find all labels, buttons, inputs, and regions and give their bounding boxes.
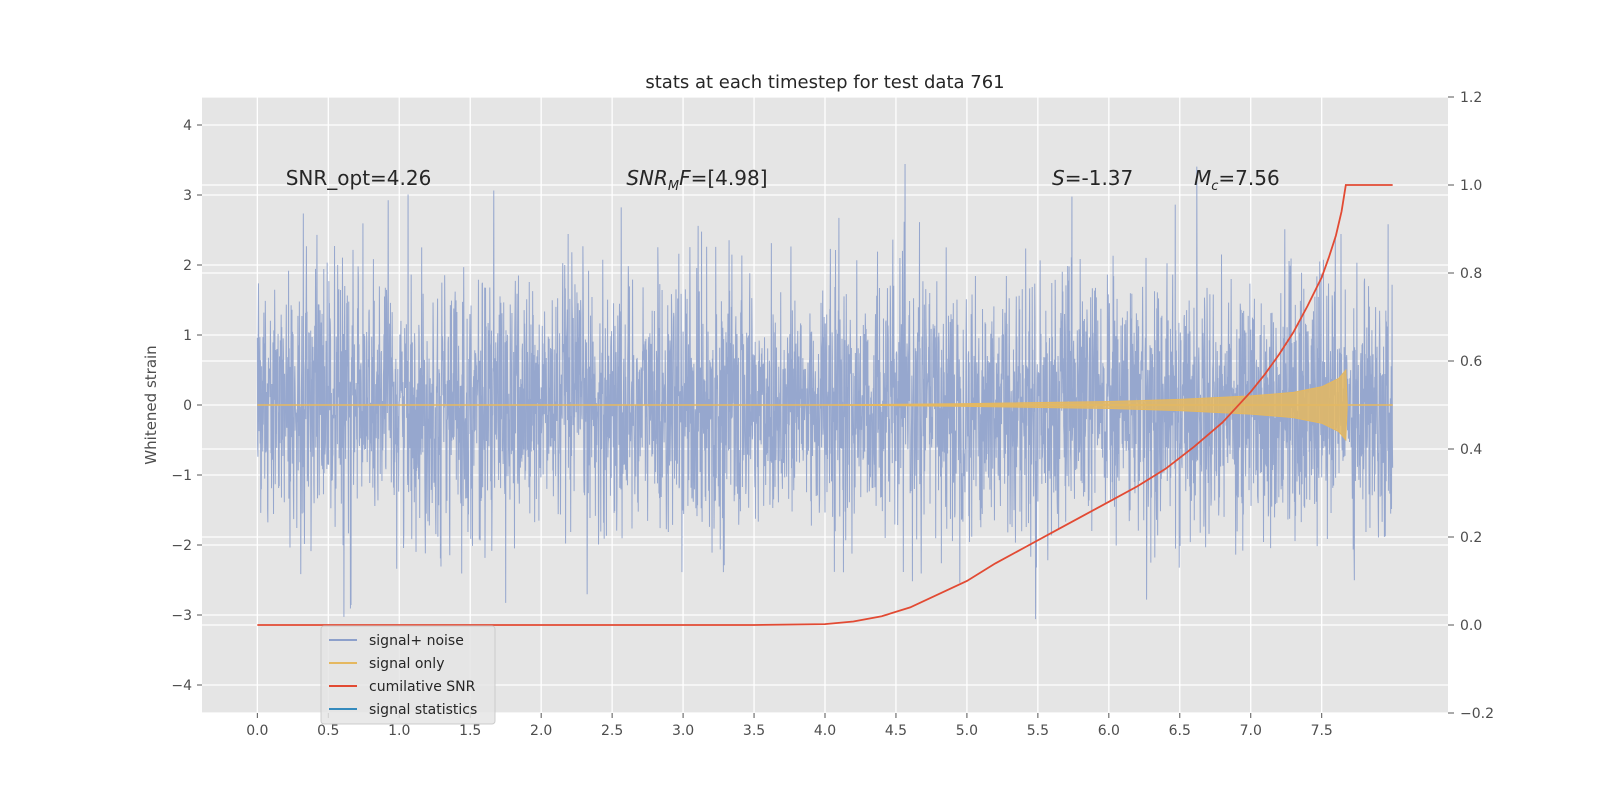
x-tick-label: 4.0: [814, 723, 836, 739]
y-tick-label: −4: [171, 678, 192, 694]
y-tick-label: 2: [183, 258, 192, 274]
y-tick-label: −2: [171, 538, 192, 554]
y-tick-label: 0: [183, 398, 192, 414]
y2-tick-label: 0.0: [1460, 618, 1482, 634]
chart-title: stats at each timestep for test data 761: [645, 72, 1004, 93]
legend-label: signal only: [369, 656, 444, 672]
annotation-text: S=-1.37: [1052, 166, 1133, 190]
y2-tick-label: 0.4: [1460, 442, 1482, 458]
cumulative-snr-series: [257, 184, 1393, 626]
x-tick-label: 7.0: [1240, 723, 1262, 739]
axes: 0.0 0.5 1.0 1.5 2.0 2.5 3.0 3.5 4.0 4.5 5.0 5.5 6.0 6…: [171, 90, 1494, 739]
legend-label: signal+ noise: [369, 633, 464, 649]
annotation-text: SNR_opt=4.26: [286, 166, 432, 190]
y-tick-label: 1: [183, 328, 192, 344]
legend-box: [320, 625, 496, 725]
x-tick-label: 5.5: [1027, 723, 1049, 739]
legend: signal+ noise signal only cumilative SNR si…: [320, 625, 496, 725]
y-tick-label: −3: [171, 608, 192, 624]
x-tick-label: 3.0: [672, 723, 694, 739]
y2-tick-label: 0.2: [1460, 530, 1482, 546]
y-tick-label: 3: [183, 188, 192, 204]
y-tick-label: −1: [171, 468, 192, 484]
y2-tick-label: 0.8: [1460, 266, 1482, 282]
signal-noise-line: [256, 164, 1394, 620]
annotations: SNR_opt=4.26 SNRMF=[4.98] S=-1.37 Mc=7.56: [286, 166, 1280, 194]
x-tick-label: 4.5: [885, 723, 907, 739]
x-tick-label: 7.5: [1311, 723, 1333, 739]
x-tick-label: 6.0: [1098, 723, 1120, 739]
x-tick-label: 2.0: [530, 723, 552, 739]
x-tick-label: 5.0: [956, 723, 978, 739]
annotation-text: SNRMF=[4.98]: [626, 166, 767, 194]
y2-tick-label: 0.6: [1460, 354, 1482, 370]
y2-tick-label: 1.0: [1460, 178, 1482, 194]
x-tick-label: 1.0: [388, 723, 410, 739]
y-tick-label: 4: [183, 118, 192, 134]
legend-label: cumilative SNR: [369, 679, 476, 695]
x-tick-label: 0.5: [317, 723, 339, 739]
y2-tick-label: −0.2: [1460, 706, 1494, 722]
annotation-text: Mc=7.56: [1194, 166, 1280, 194]
cumulative-snr-line: [257, 184, 1393, 626]
x-tick-label: 1.5: [459, 723, 481, 739]
y-axis-title: Whitened strain: [142, 345, 160, 464]
x-tick-label: 3.5: [743, 723, 765, 739]
legend-label: signal statistics: [369, 702, 477, 718]
x-tick-label: 0.0: [246, 723, 268, 739]
y2-tick-label: 1.2: [1460, 90, 1482, 106]
signal-only-series: [257, 368, 1393, 442]
signal-noise-series: [256, 164, 1394, 620]
x-tick-label: 6.5: [1169, 723, 1191, 739]
x-tick-label: 2.5: [601, 723, 623, 739]
